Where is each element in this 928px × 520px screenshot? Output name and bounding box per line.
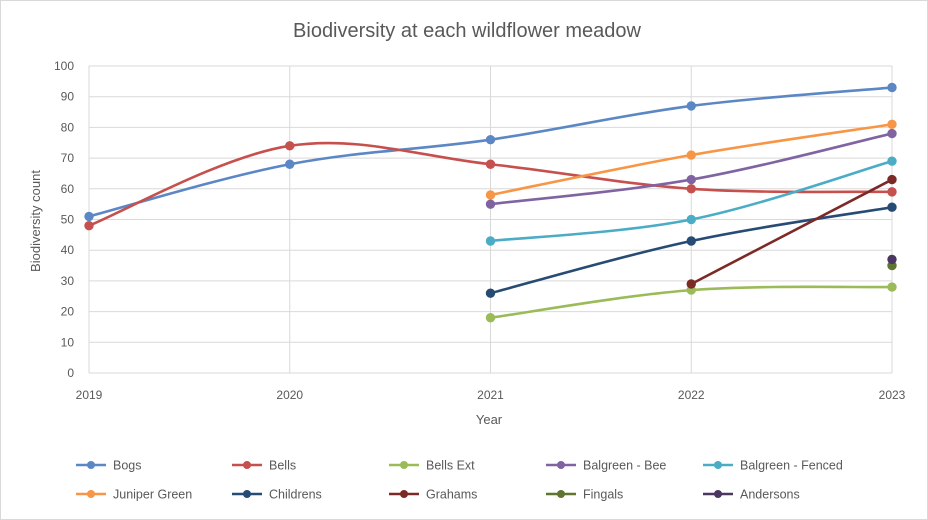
x-tick-label: 2021 (477, 388, 504, 402)
legend-item-andersons: Andersons (703, 488, 800, 502)
series-points (84, 82, 897, 323)
legend-label: Fingals (583, 488, 623, 502)
data-point-balgreen-fenced (485, 236, 496, 246)
legend-swatch-marker (243, 461, 251, 469)
data-point-bells-ext (887, 282, 897, 292)
y-tick-label: 80 (61, 120, 75, 134)
x-axis-ticks: 2019 2020 2021 2022 2023 (76, 388, 906, 402)
legend-swatch-marker (714, 490, 722, 498)
data-point-bells (485, 159, 496, 169)
data-point-bells (84, 220, 94, 231)
legend-swatch-marker (557, 490, 565, 498)
data-point-bogs (887, 82, 897, 93)
y-tick-label: 100 (54, 59, 74, 73)
data-point-bogs (686, 101, 696, 111)
data-point-bogs (485, 134, 496, 145)
legend-label: Bogs (113, 459, 142, 473)
y-axis-ticks: 0 10 20 30 40 50 60 70 80 90 100 (54, 59, 74, 380)
legend-item-juniper-green: Juniper Green (76, 488, 192, 502)
legend-item-grahams: Grahams (389, 488, 477, 502)
chart-title: Biodiversity at each wildflower meadow (293, 20, 641, 42)
data-point-balgreen-bee (686, 174, 696, 185)
data-point-bells (887, 187, 897, 197)
legend-label: Andersons (740, 488, 800, 502)
data-point-bogs (84, 211, 94, 222)
legend-swatch-marker (400, 461, 408, 469)
legend-label: Childrens (269, 488, 322, 502)
y-tick-label: 0 (67, 366, 74, 380)
data-point-balgreen-fenced (887, 156, 897, 166)
data-point-bogs (285, 159, 295, 169)
y-tick-label: 70 (61, 151, 75, 165)
legend-label: Balgreen - Bee (583, 459, 666, 473)
legend-item-balgreen-fenced: Balgreen - Fenced (703, 459, 843, 473)
x-axis-label: Year (476, 412, 503, 427)
y-tick-label: 50 (61, 213, 75, 227)
legend: Bogs Bells Bells Ext Balgreen - Bee Balgreen… (76, 459, 843, 502)
series-line-grahams (689, 178, 894, 286)
data-point-juniper-green (887, 119, 897, 130)
legend-swatch-marker (400, 490, 408, 498)
legend-swatch-marker (557, 461, 565, 469)
data-point-grahams (887, 174, 897, 185)
legend-item-bells-ext: Bells Ext (389, 459, 475, 473)
data-point-balgreen-bee (887, 128, 897, 139)
legend-label: Bells Ext (426, 459, 475, 473)
data-point-childrens (485, 288, 496, 298)
legend-item-bogs: Bogs (76, 459, 142, 473)
y-tick-label: 90 (61, 90, 75, 104)
data-point-bells-ext (485, 313, 496, 323)
y-tick-label: 20 (61, 305, 75, 319)
legend-label: Bells (269, 459, 296, 473)
legend-item-childrens: Childrens (232, 488, 322, 502)
legend-item-balgreen-bee: Balgreen - Bee (546, 459, 666, 473)
data-point-balgreen-fenced (686, 214, 696, 225)
data-point-juniper-green (485, 190, 496, 200)
data-point-bells (285, 141, 295, 151)
legend-swatch-marker (243, 490, 251, 498)
x-tick-label: 2022 (678, 388, 705, 402)
legend-swatch-marker (87, 490, 95, 498)
data-point-grahams (686, 279, 696, 289)
data-point-andersons (887, 254, 897, 265)
legend-label: Juniper Green (113, 488, 192, 502)
data-point-childrens (686, 236, 696, 246)
legend-label: Grahams (426, 488, 477, 502)
data-point-childrens (887, 202, 897, 212)
legend-label: Balgreen - Fenced (740, 459, 843, 473)
y-tick-label: 60 (61, 182, 75, 196)
x-tick-label: 2020 (276, 388, 303, 402)
x-tick-label: 2019 (76, 388, 103, 402)
legend-item-fingals: Fingals (546, 488, 623, 502)
legend-swatch-marker (714, 461, 722, 469)
y-tick-label: 40 (61, 243, 75, 257)
legend-swatch-marker (87, 461, 95, 469)
grid (88, 65, 893, 374)
y-axis-label: Biodiversity count (28, 170, 43, 272)
legend-item-bells: Bells (232, 459, 296, 473)
data-point-juniper-green (686, 150, 696, 160)
data-point-bells (686, 184, 696, 194)
y-tick-label: 30 (61, 274, 75, 288)
data-point-balgreen-bee (485, 199, 496, 209)
x-tick-label: 2023 (879, 388, 906, 402)
y-tick-label: 10 (61, 335, 75, 349)
